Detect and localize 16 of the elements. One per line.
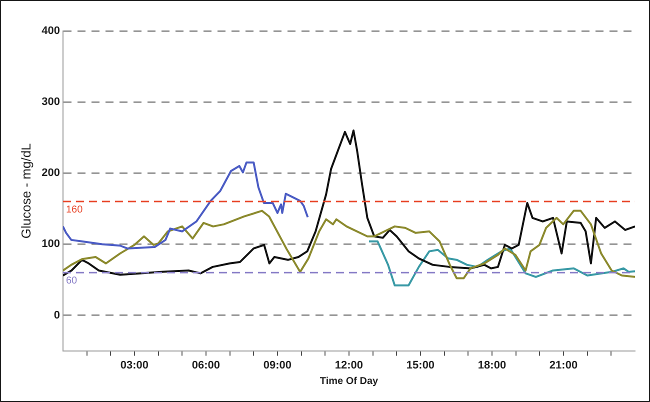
x-tick-label: 15:00 xyxy=(406,359,435,372)
x-tick-label: 06:00 xyxy=(192,359,220,372)
x-axis-title: Time Of Day xyxy=(320,376,378,387)
y-axis-title: Glucose - mg/dL xyxy=(18,143,34,239)
y-tick-label: 200 xyxy=(42,167,60,180)
y-tick-label: 400 xyxy=(42,25,60,38)
x-tick-label: 09:00 xyxy=(263,359,292,372)
x-tick-label: 03:00 xyxy=(120,359,149,372)
y-tick-label: 300 xyxy=(42,96,60,108)
x-tick-label: 21:00 xyxy=(549,359,578,372)
x-tick-label: 18:00 xyxy=(478,359,506,372)
ref-line-label: 60 xyxy=(66,275,78,286)
x-tick-label: 12:00 xyxy=(334,359,364,372)
ref-line-label: 160 xyxy=(66,204,84,216)
y-tick-label: 0 xyxy=(54,309,60,322)
y-tick-label: 100 xyxy=(42,238,60,250)
